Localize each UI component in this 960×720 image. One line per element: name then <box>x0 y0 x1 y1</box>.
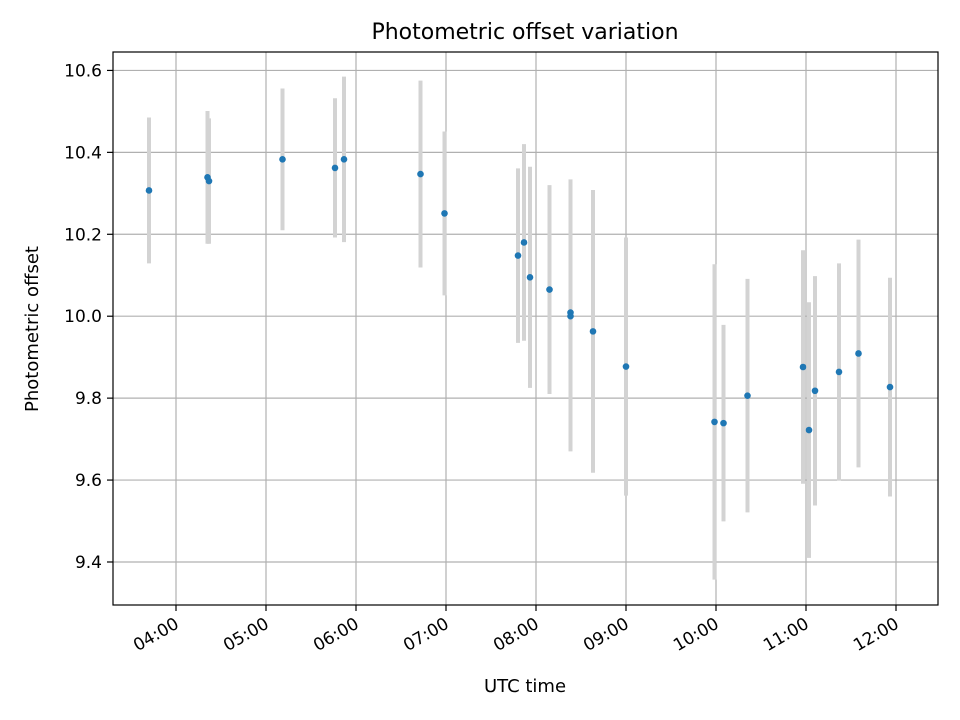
y-tick-label: 9.4 <box>75 553 102 573</box>
data-point <box>855 350 862 357</box>
y-tick-label: 9.6 <box>75 471 102 491</box>
data-point <box>145 187 153 194</box>
y-axis-ticks: 9.4 9.6 9.8 10.0 10.2 10.4 10.6 <box>64 61 113 573</box>
y-tick-label: 10.0 <box>64 307 102 327</box>
data-point <box>526 273 534 281</box>
data-points <box>145 156 894 434</box>
y-axis-label: Photometric offset <box>22 246 43 412</box>
data-point <box>799 363 807 371</box>
y-tick-label: 9.8 <box>75 389 102 409</box>
data-point <box>441 210 448 217</box>
data-point <box>811 387 819 395</box>
data-point <box>279 156 286 163</box>
x-axis-label: UTC time <box>484 676 566 697</box>
y-tick-label: 10.4 <box>64 143 102 163</box>
data-point <box>417 170 424 178</box>
data-point <box>720 419 727 427</box>
y-tick-label: 10.2 <box>64 225 102 245</box>
data-point <box>805 426 813 434</box>
plot-frame <box>112 51 939 606</box>
data-point <box>546 286 553 293</box>
data-point <box>886 383 894 391</box>
data-point <box>520 239 528 246</box>
data-point <box>567 312 574 320</box>
data-point <box>205 177 213 185</box>
data-point <box>331 164 339 172</box>
data-point <box>711 418 718 426</box>
data-point <box>744 392 751 399</box>
data-point <box>622 363 630 370</box>
data-point <box>514 252 522 259</box>
data-point <box>589 328 597 335</box>
data-point <box>340 156 348 163</box>
y-tick-label: 10.6 <box>64 61 102 81</box>
data-point <box>835 368 843 376</box>
chart-title: Photometric offset variation <box>371 20 678 45</box>
